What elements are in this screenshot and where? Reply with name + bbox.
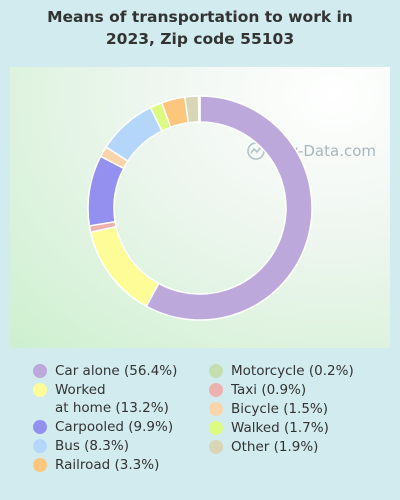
legend-swatch: [209, 421, 223, 435]
legend-column-left: Car alone (56.4%) Worked at home (13.2%) C…: [33, 362, 177, 475]
legend-swatch: [209, 402, 223, 416]
slice-car-alone: [145, 95, 313, 321]
slice-carpooled: [87, 155, 125, 227]
legend-swatch: [209, 364, 223, 378]
chart-title: Means of transportation to work in 2023,…: [0, 6, 400, 50]
legend-label: Bus (8.3%): [55, 438, 129, 454]
plot-area: City-Data.com: [10, 67, 390, 348]
slice-motorcycle: [197, 95, 201, 123]
legend-item: Worked at home (13.2%): [33, 381, 177, 417]
legend-item: Railroad (3.3%): [33, 456, 177, 474]
legend-item: Bus (8.3%): [33, 437, 177, 455]
legend-label: Bicycle (1.5%): [231, 401, 329, 417]
legend-label: Taxi (0.9%): [231, 382, 307, 398]
legend-swatch: [209, 440, 223, 454]
legend-swatch: [33, 439, 47, 453]
legend-label: Worked at home (13.2%): [55, 382, 169, 416]
legend-item: Car alone (56.4%): [33, 362, 177, 380]
legend-label: Carpooled (9.9%): [55, 419, 174, 435]
legend-column-right: Motorcycle (0.2%) Taxi (0.9%) Bicycle (1.5…: [209, 362, 354, 457]
donut-chart: [87, 95, 313, 321]
legend-label: Other (1.9%): [231, 439, 319, 455]
legend-label: Car alone (56.4%): [55, 363, 178, 379]
chart-title-line-1: Means of transportation to work in: [47, 8, 353, 26]
legend-item: Taxi (0.9%): [209, 381, 354, 399]
legend: Car alone (56.4%) Worked at home (13.2%) C…: [0, 362, 400, 492]
legend-item: Bicycle (1.5%): [209, 400, 354, 418]
legend-swatch: [33, 383, 47, 397]
legend-item: Motorcycle (0.2%): [209, 362, 354, 380]
legend-item: Other (1.9%): [209, 438, 354, 456]
chart-title-line-2: 2023, Zip code 55103: [105, 30, 295, 48]
legend-swatch: [33, 458, 47, 472]
legend-swatch: [33, 364, 47, 378]
legend-swatch: [33, 420, 47, 434]
legend-label: Motorcycle (0.2%): [231, 363, 354, 379]
slice-worked-at-home: [89, 225, 160, 308]
legend-label: Railroad (3.3%): [55, 457, 160, 473]
legend-label: Walked (1.7%): [231, 420, 329, 436]
legend-item: Carpooled (9.9%): [33, 418, 177, 436]
legend-item: Walked (1.7%): [209, 419, 354, 437]
legend-swatch: [209, 383, 223, 397]
